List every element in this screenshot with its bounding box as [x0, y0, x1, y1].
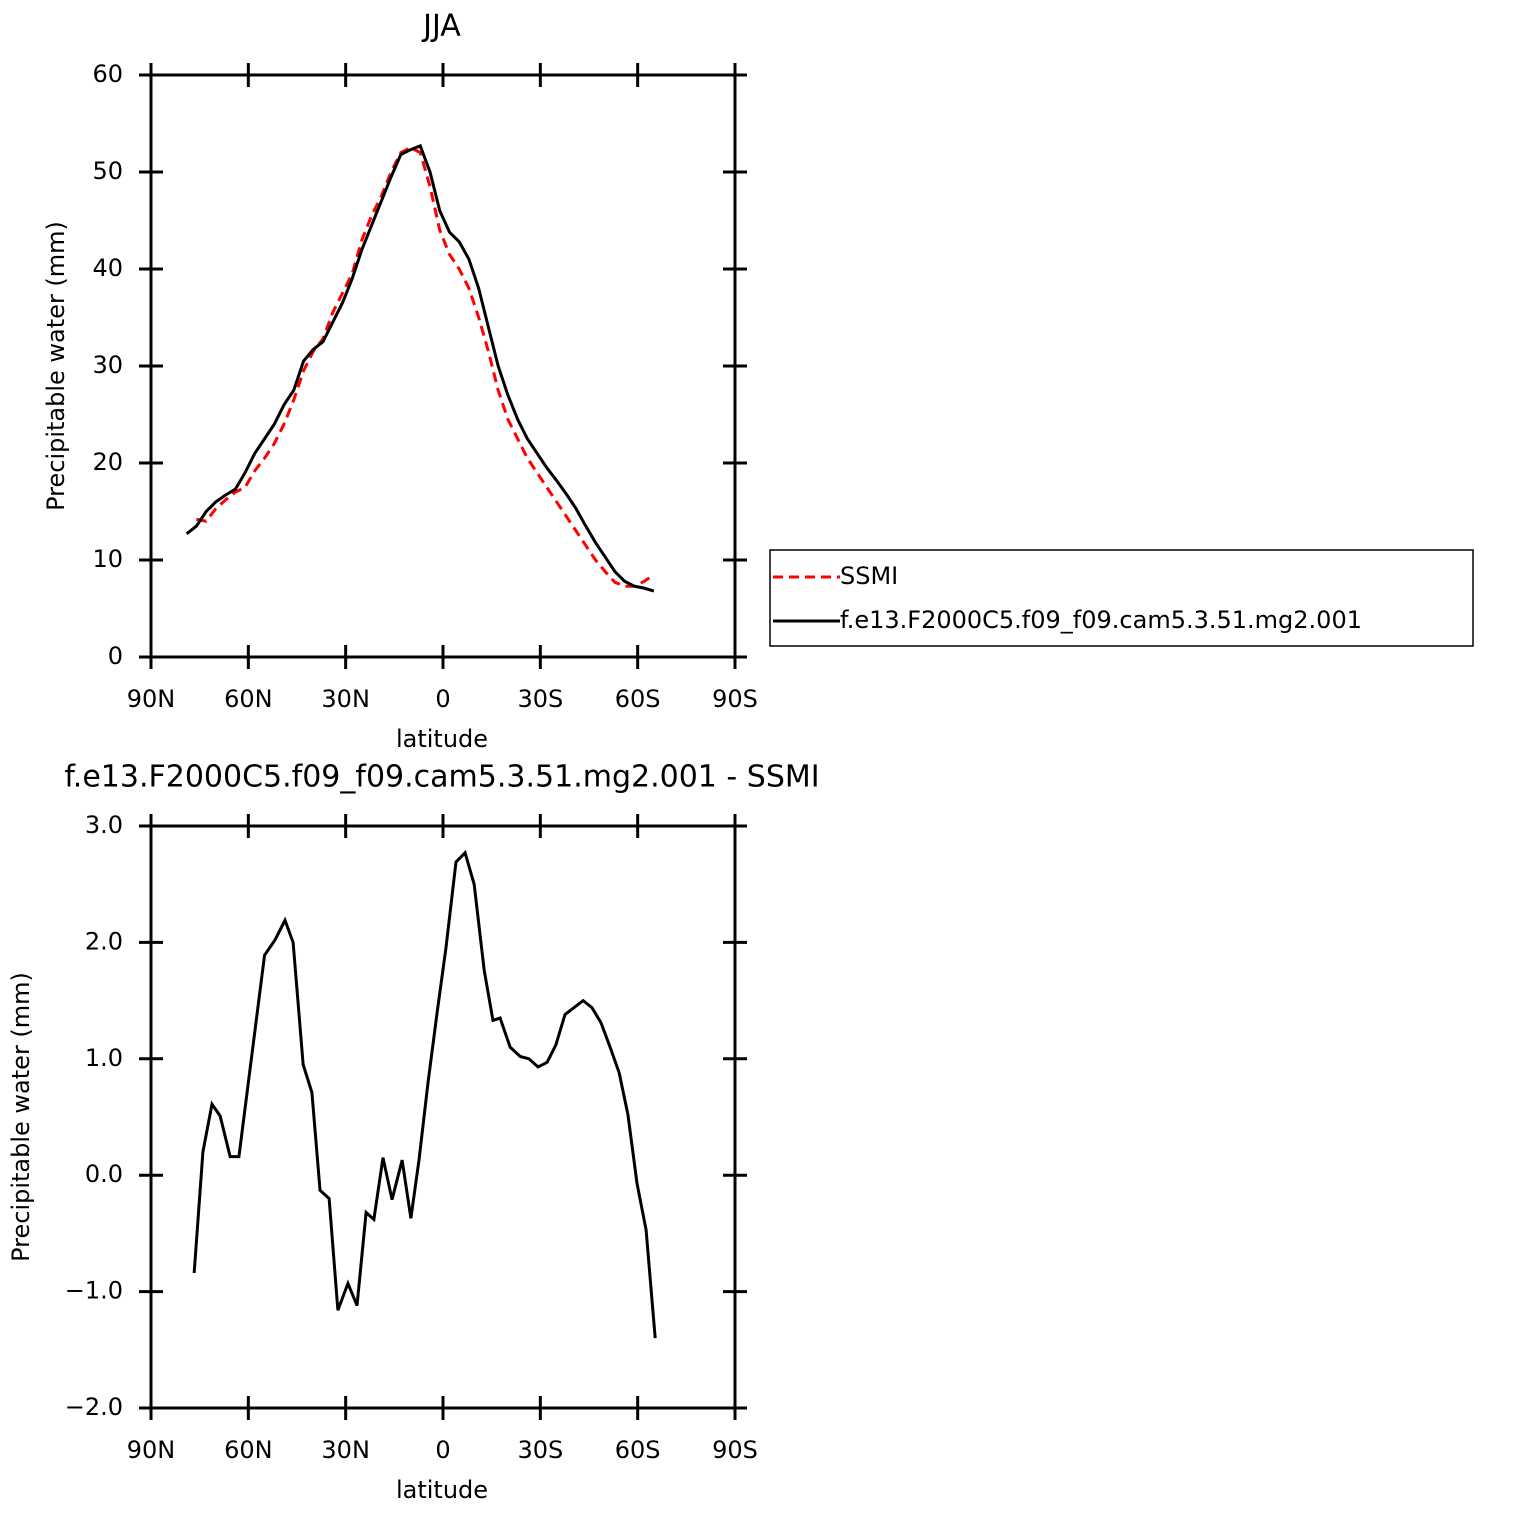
legend-box [769, 549, 1474, 647]
x-tick-label: 90N [127, 685, 176, 713]
x-tick-label: 0 [435, 685, 450, 713]
x-tick-label: 60S [615, 685, 661, 713]
x-tick-label: 30N [321, 1436, 370, 1464]
data-line [185, 143, 655, 593]
y-tick-label: 3.0 [85, 811, 123, 839]
x-tick-label: 60N [224, 685, 273, 713]
x-tick-label: 30S [517, 1436, 563, 1464]
legend-label: SSMI [840, 562, 898, 590]
y-tick-label: 20 [92, 448, 123, 476]
y-tick-label: 10 [92, 545, 123, 573]
y-tick-label: 40 [92, 254, 123, 282]
x-axis-label: latitude [396, 1476, 488, 1504]
data-line [192, 849, 657, 1339]
y-axis-label: Precipitable water (mm) [42, 221, 70, 511]
x-tick-label: 0 [435, 1436, 450, 1464]
y-axis-label: Precipitable water (mm) [7, 972, 35, 1262]
plot-frame [149, 824, 737, 1410]
x-axis-label: latitude [396, 725, 488, 753]
data-line [196, 146, 655, 588]
y-tick-label: 50 [92, 157, 123, 185]
chart-title: f.e13.F2000C5.f09_f09.cam5.3.51.mg2.001 … [64, 760, 819, 795]
y-tick-label: 60 [92, 60, 123, 88]
y-tick-label: 30 [92, 351, 123, 379]
x-tick-label: 30N [321, 685, 370, 713]
x-tick-label: 90S [712, 685, 758, 713]
x-tick-label: 60N [224, 1436, 273, 1464]
y-tick-label: 1.0 [85, 1044, 123, 1072]
y-tick-label: −2.0 [65, 1393, 123, 1421]
chart-title: JJA [421, 9, 461, 44]
y-tick-label: 0.0 [85, 1160, 123, 1188]
x-tick-label: 60S [615, 1436, 661, 1464]
y-tick-label: −1.0 [65, 1277, 123, 1305]
plot-frame [149, 73, 737, 659]
y-tick-label: 0 [108, 642, 123, 670]
legend-label: f.e13.F2000C5.f09_f09.cam5.3.51.mg2.001 [840, 606, 1362, 634]
y-tick-label: 2.0 [85, 927, 123, 955]
x-tick-label: 90N [127, 1436, 176, 1464]
x-tick-label: 90S [712, 1436, 758, 1464]
x-tick-label: 30S [517, 685, 563, 713]
